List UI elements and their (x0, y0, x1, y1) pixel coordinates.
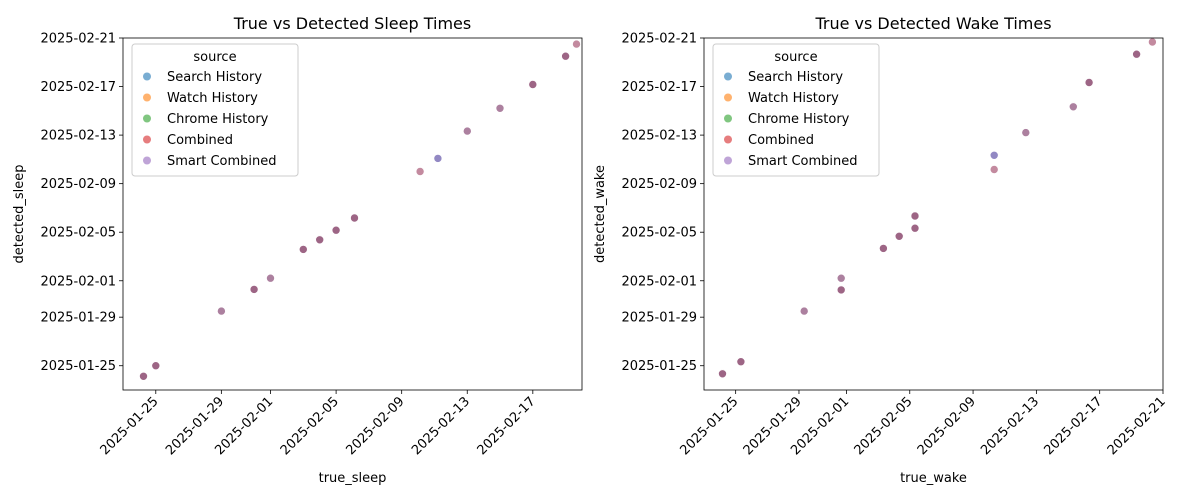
data-point (1069, 102, 1078, 112)
data-point (350, 213, 359, 223)
legend-box (131, 43, 299, 177)
data-point (736, 357, 746, 367)
data-point (836, 273, 846, 283)
data-point (462, 126, 472, 136)
data-point (151, 361, 161, 371)
legend: source Search History Watch History Chrome … (131, 43, 299, 177)
data-point (879, 244, 888, 253)
y-tick-label: 2025-02-13 (40, 129, 116, 144)
x-tick-label: 2025-01-25 (98, 394, 162, 458)
data-point (1084, 78, 1094, 87)
data-point (433, 154, 443, 163)
data-point (315, 235, 325, 245)
data-point (1021, 128, 1031, 137)
chart-title: True vs Detected Wake Times (814, 14, 1051, 33)
chart-panel-1: True vs Detected Sleep Times 2025-01-25 20… (12, 14, 583, 486)
legend-marker (724, 93, 732, 102)
legend-entry-label: Combined (748, 133, 814, 148)
data-point (298, 245, 308, 254)
y-tick-label: 2025-02-05 (621, 226, 697, 241)
legend-marker (724, 114, 732, 123)
data-point (139, 371, 148, 381)
x-tick-label: 2025-02-05 (852, 394, 916, 458)
data-point (266, 273, 275, 283)
legend-entry-label: Smart Combined (748, 154, 858, 169)
plot-frame (703, 37, 1164, 391)
legend-entry-label: Chrome History (167, 112, 269, 127)
legend-entry-label: Watch History (167, 91, 258, 106)
x-tick-label: 2025-02-13 (978, 394, 1042, 458)
x-tick-label: 2025-02-21 (1105, 394, 1169, 458)
legend-entry-label: Combined (167, 133, 233, 148)
chart-title: True vs Detected Sleep Times (233, 14, 471, 33)
legend-marker (143, 93, 151, 102)
legend-entry-label: Search History (167, 70, 262, 85)
data-point (910, 211, 920, 221)
legend-marker (143, 135, 151, 144)
y-tick-label: 2025-02-09 (621, 177, 697, 192)
y-tick-label: 2025-01-29 (621, 311, 697, 326)
data-point (217, 306, 226, 316)
data-point (718, 369, 727, 379)
legend-title: source (774, 50, 817, 65)
legend: source Search History Watch History Chrome … (712, 43, 880, 177)
data-point (249, 285, 259, 294)
legend-marker (143, 156, 151, 165)
plot-frame (122, 37, 583, 391)
x-axis-label: true_sleep (319, 471, 387, 486)
legend-marker (143, 72, 151, 81)
y-tick-label: 2025-02-21 (40, 32, 116, 47)
legend-marker (143, 114, 151, 123)
x-tick-label: 2025-01-25 (677, 394, 741, 458)
y-tick-label: 2025-02-21 (621, 32, 697, 47)
data-point (572, 39, 581, 49)
data-point (894, 232, 904, 241)
data-point (528, 80, 538, 89)
chart-panel-2: True vs Detected Wake Times 2025-01-25 202… (593, 14, 1169, 486)
legend-marker (724, 156, 732, 165)
data-point (561, 51, 570, 61)
y-tick-label: 2025-02-05 (40, 226, 116, 241)
legend-entry-label: Watch History (748, 91, 839, 106)
data-point (836, 285, 846, 295)
y-tick-label: 2025-02-09 (40, 177, 116, 192)
y-tick-label: 2025-01-25 (40, 359, 116, 374)
data-point (1132, 49, 1141, 59)
legend-title: source (193, 50, 236, 65)
y-axis-label: detected_wake (593, 165, 608, 263)
data-point (989, 151, 999, 160)
y-tick-label: 2025-02-17 (40, 80, 116, 95)
y-tick-label: 2025-01-25 (621, 359, 697, 374)
x-tick-label: 2025-02-17 (475, 394, 539, 458)
legend-box (712, 43, 880, 177)
x-tick-label: 2025-02-09 (343, 394, 407, 458)
legend-entry-label: Chrome History (748, 112, 850, 127)
y-tick-label: 2025-02-13 (621, 129, 697, 144)
y-axis-label: detected_sleep (12, 165, 27, 264)
data-point (495, 104, 505, 113)
x-tick-label: 2025-02-05 (278, 394, 342, 458)
x-axis-label: true_wake (900, 471, 967, 486)
y-tick-label: 2025-02-01 (40, 274, 116, 289)
legend-entry-label: Smart Combined (167, 154, 277, 169)
legend-marker (724, 72, 732, 81)
legend-entry-label: Search History (748, 70, 843, 85)
data-point (331, 225, 341, 235)
data-point (1148, 37, 1157, 47)
y-tick-label: 2025-02-17 (621, 80, 697, 95)
x-tick-label: 2025-02-17 (1041, 394, 1105, 458)
x-tick-label: 2025-02-13 (409, 394, 473, 458)
data-point (989, 165, 999, 174)
data-point (415, 167, 425, 176)
y-tick-label: 2025-01-29 (40, 311, 116, 326)
data-point (910, 223, 920, 233)
data-point (799, 306, 809, 316)
y-tick-label: 2025-02-01 (621, 274, 697, 289)
x-tick-label: 2025-02-09 (915, 394, 979, 458)
legend-marker (724, 135, 732, 144)
